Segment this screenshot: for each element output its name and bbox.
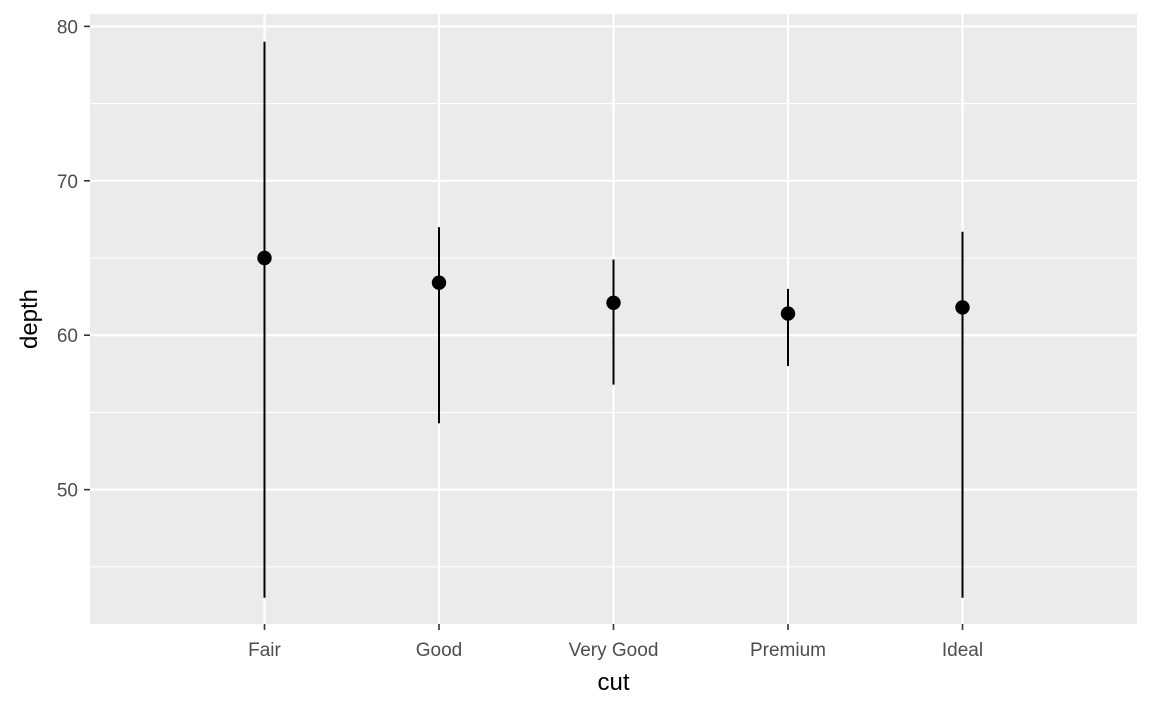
x-tick-label: Very Good xyxy=(569,640,659,661)
y-axis-title: depth xyxy=(16,289,43,349)
x-tick-label: Ideal xyxy=(942,640,983,661)
y-tick-label: 80 xyxy=(57,17,78,38)
data-point xyxy=(606,295,621,310)
y-tick-label: 70 xyxy=(57,172,78,193)
y-tick-label: 50 xyxy=(57,481,78,502)
data-point xyxy=(780,306,796,321)
data-marks xyxy=(257,41,970,598)
x-tick-label: Fair xyxy=(248,640,281,661)
data-point xyxy=(431,275,447,290)
x-tick-label: Premium xyxy=(750,640,826,661)
y-tick-label: 60 xyxy=(57,326,78,347)
x-axis: Fair Good Very Good Premium Ideal xyxy=(248,624,983,661)
y-axis: 50 60 70 80 xyxy=(57,17,90,502)
x-tick-label: Good xyxy=(416,640,462,661)
data-point xyxy=(257,250,272,266)
data-point xyxy=(955,300,970,315)
x-axis-title: cut xyxy=(597,669,629,696)
